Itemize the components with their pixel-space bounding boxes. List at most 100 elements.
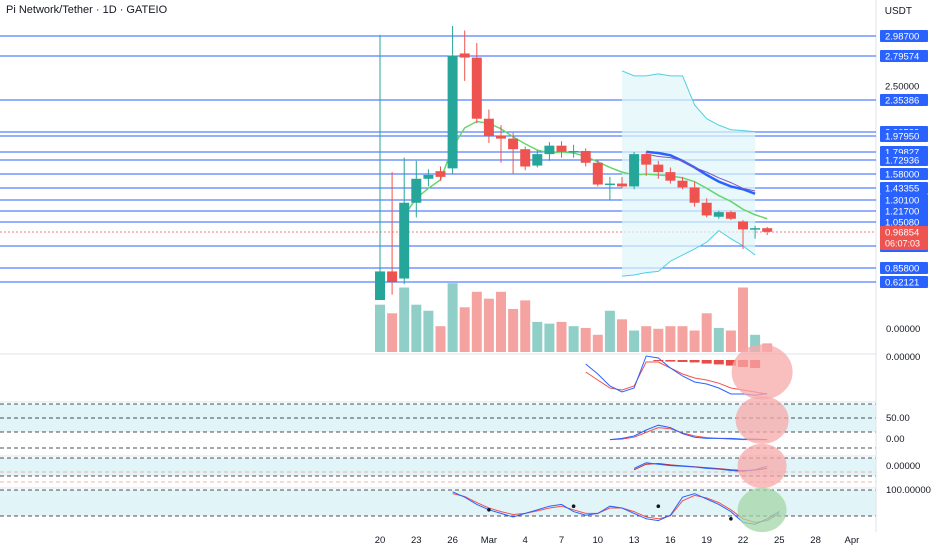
candle-body bbox=[629, 154, 640, 187]
macd-histogram-bar bbox=[665, 360, 676, 362]
volume-bar bbox=[520, 300, 531, 352]
candle-body bbox=[762, 228, 773, 232]
price-tag-label: 1.97950 bbox=[885, 132, 919, 143]
candle-body bbox=[665, 172, 676, 181]
volume-bar bbox=[483, 298, 494, 352]
x-axis-tick-label: 19 bbox=[701, 535, 712, 546]
volume-bar bbox=[592, 334, 603, 352]
price-tag-label: 0.85800 bbox=[885, 264, 919, 275]
indicator-axis-label: 0.00000 bbox=[886, 352, 920, 363]
last-price-tag bbox=[880, 226, 928, 250]
candle-body bbox=[520, 149, 531, 167]
price-tag-box bbox=[880, 194, 928, 206]
volume-bar bbox=[689, 330, 700, 352]
volume-bar bbox=[435, 326, 446, 352]
volume-bar bbox=[713, 327, 724, 352]
indicator-axis-label: 0.00000 bbox=[886, 324, 920, 335]
indicator-axis-label: 100.00000 bbox=[886, 485, 931, 496]
candle-body bbox=[544, 145, 555, 155]
candle-countdown: 06:07:03 bbox=[885, 239, 920, 249]
price-tag-box bbox=[880, 94, 928, 106]
candle-body bbox=[713, 212, 724, 217]
x-axis-tick-label: 4 bbox=[523, 535, 528, 546]
volume-bar bbox=[399, 287, 410, 352]
candle-body bbox=[604, 183, 615, 186]
currency-selector[interactable]: USDT bbox=[884, 6, 912, 17]
indicator-axis-label: 0.00 bbox=[886, 434, 905, 445]
volume-bar bbox=[568, 326, 579, 352]
signal-bubble bbox=[737, 443, 787, 489]
volume-bar bbox=[556, 321, 567, 352]
volume-bar bbox=[665, 326, 676, 352]
price-tag-box bbox=[880, 276, 928, 288]
candle-body bbox=[738, 221, 748, 230]
candle-body bbox=[653, 164, 664, 173]
candle-body bbox=[689, 187, 700, 203]
volume-bar bbox=[423, 310, 434, 352]
price-tag-label: 1.43355 bbox=[885, 184, 919, 195]
signal-bubble bbox=[731, 344, 793, 400]
price-axis-label: 2.50000 bbox=[885, 82, 919, 93]
ema-line-slow bbox=[646, 153, 756, 192]
macd-histogram-bar bbox=[653, 360, 664, 361]
volume-bar bbox=[738, 287, 748, 352]
candle-body bbox=[411, 178, 422, 203]
volume-bar bbox=[508, 309, 519, 352]
price-tag-label: 1.72936 bbox=[885, 156, 919, 167]
candle-body bbox=[459, 53, 470, 58]
stoch-line bbox=[452, 491, 780, 525]
volume-bar bbox=[471, 291, 482, 352]
signal-bubble bbox=[737, 487, 787, 533]
bollinger-upper bbox=[621, 70, 756, 133]
volume-bar bbox=[653, 328, 664, 352]
x-axis-tick-label: 22 bbox=[738, 535, 749, 546]
candle-body bbox=[701, 202, 712, 216]
x-axis-tick-label: Apr bbox=[845, 535, 860, 546]
volume-bar bbox=[580, 327, 591, 352]
stoch-signal-dot bbox=[571, 504, 576, 509]
macd-histogram-bar bbox=[701, 360, 712, 364]
chart-title: Pi Network/Tether · 1D · GATEIO bbox=[6, 4, 168, 16]
macd-histogram-bar bbox=[713, 360, 724, 365]
bollinger-fill bbox=[622, 70, 756, 277]
candle-body bbox=[725, 212, 736, 219]
x-axis-tick-label: 7 bbox=[559, 535, 564, 546]
x-axis-tick-label: 28 bbox=[810, 535, 821, 546]
candle-body bbox=[592, 162, 603, 185]
macd-histogram-bar bbox=[689, 360, 700, 363]
volume-bar bbox=[677, 326, 688, 352]
indicator-axis-label: 0.00000 bbox=[886, 461, 920, 472]
price-tag-box bbox=[880, 30, 928, 42]
volume-bar bbox=[532, 321, 543, 352]
macd-histogram-bar bbox=[677, 360, 688, 362]
volume-bar bbox=[750, 334, 761, 352]
price-tag-box bbox=[880, 154, 928, 166]
price-tag-box bbox=[880, 262, 928, 274]
x-axis-tick-label: Mar bbox=[481, 535, 497, 546]
price-tag-box bbox=[880, 168, 928, 180]
price-tag-label: 0.62121 bbox=[885, 278, 919, 289]
candle-body bbox=[568, 150, 579, 153]
price-tag-label: 1.21700 bbox=[885, 207, 919, 218]
candle-body bbox=[677, 180, 688, 188]
bollinger-lower bbox=[621, 229, 756, 277]
last-price-value: 0.96854 bbox=[885, 228, 919, 239]
stoch-signal bbox=[452, 493, 780, 523]
candle-body bbox=[641, 154, 652, 165]
volume-bar bbox=[387, 313, 398, 352]
volume-bar bbox=[411, 304, 422, 352]
candle-body bbox=[750, 228, 761, 230]
volume-bar bbox=[447, 283, 458, 352]
price-tag-box bbox=[880, 50, 928, 62]
candle-body bbox=[508, 138, 519, 150]
price-tag-label: 1.05080 bbox=[885, 218, 919, 229]
candle-body bbox=[483, 118, 494, 136]
price-tag-label: 2.35386 bbox=[885, 96, 919, 107]
price-tag-label: 1.79827 bbox=[885, 148, 919, 159]
indicator-band bbox=[0, 490, 876, 516]
candle-body bbox=[375, 271, 385, 300]
volume-bar bbox=[459, 307, 470, 352]
volume-bar bbox=[641, 326, 652, 352]
price-tag-box bbox=[880, 216, 928, 228]
